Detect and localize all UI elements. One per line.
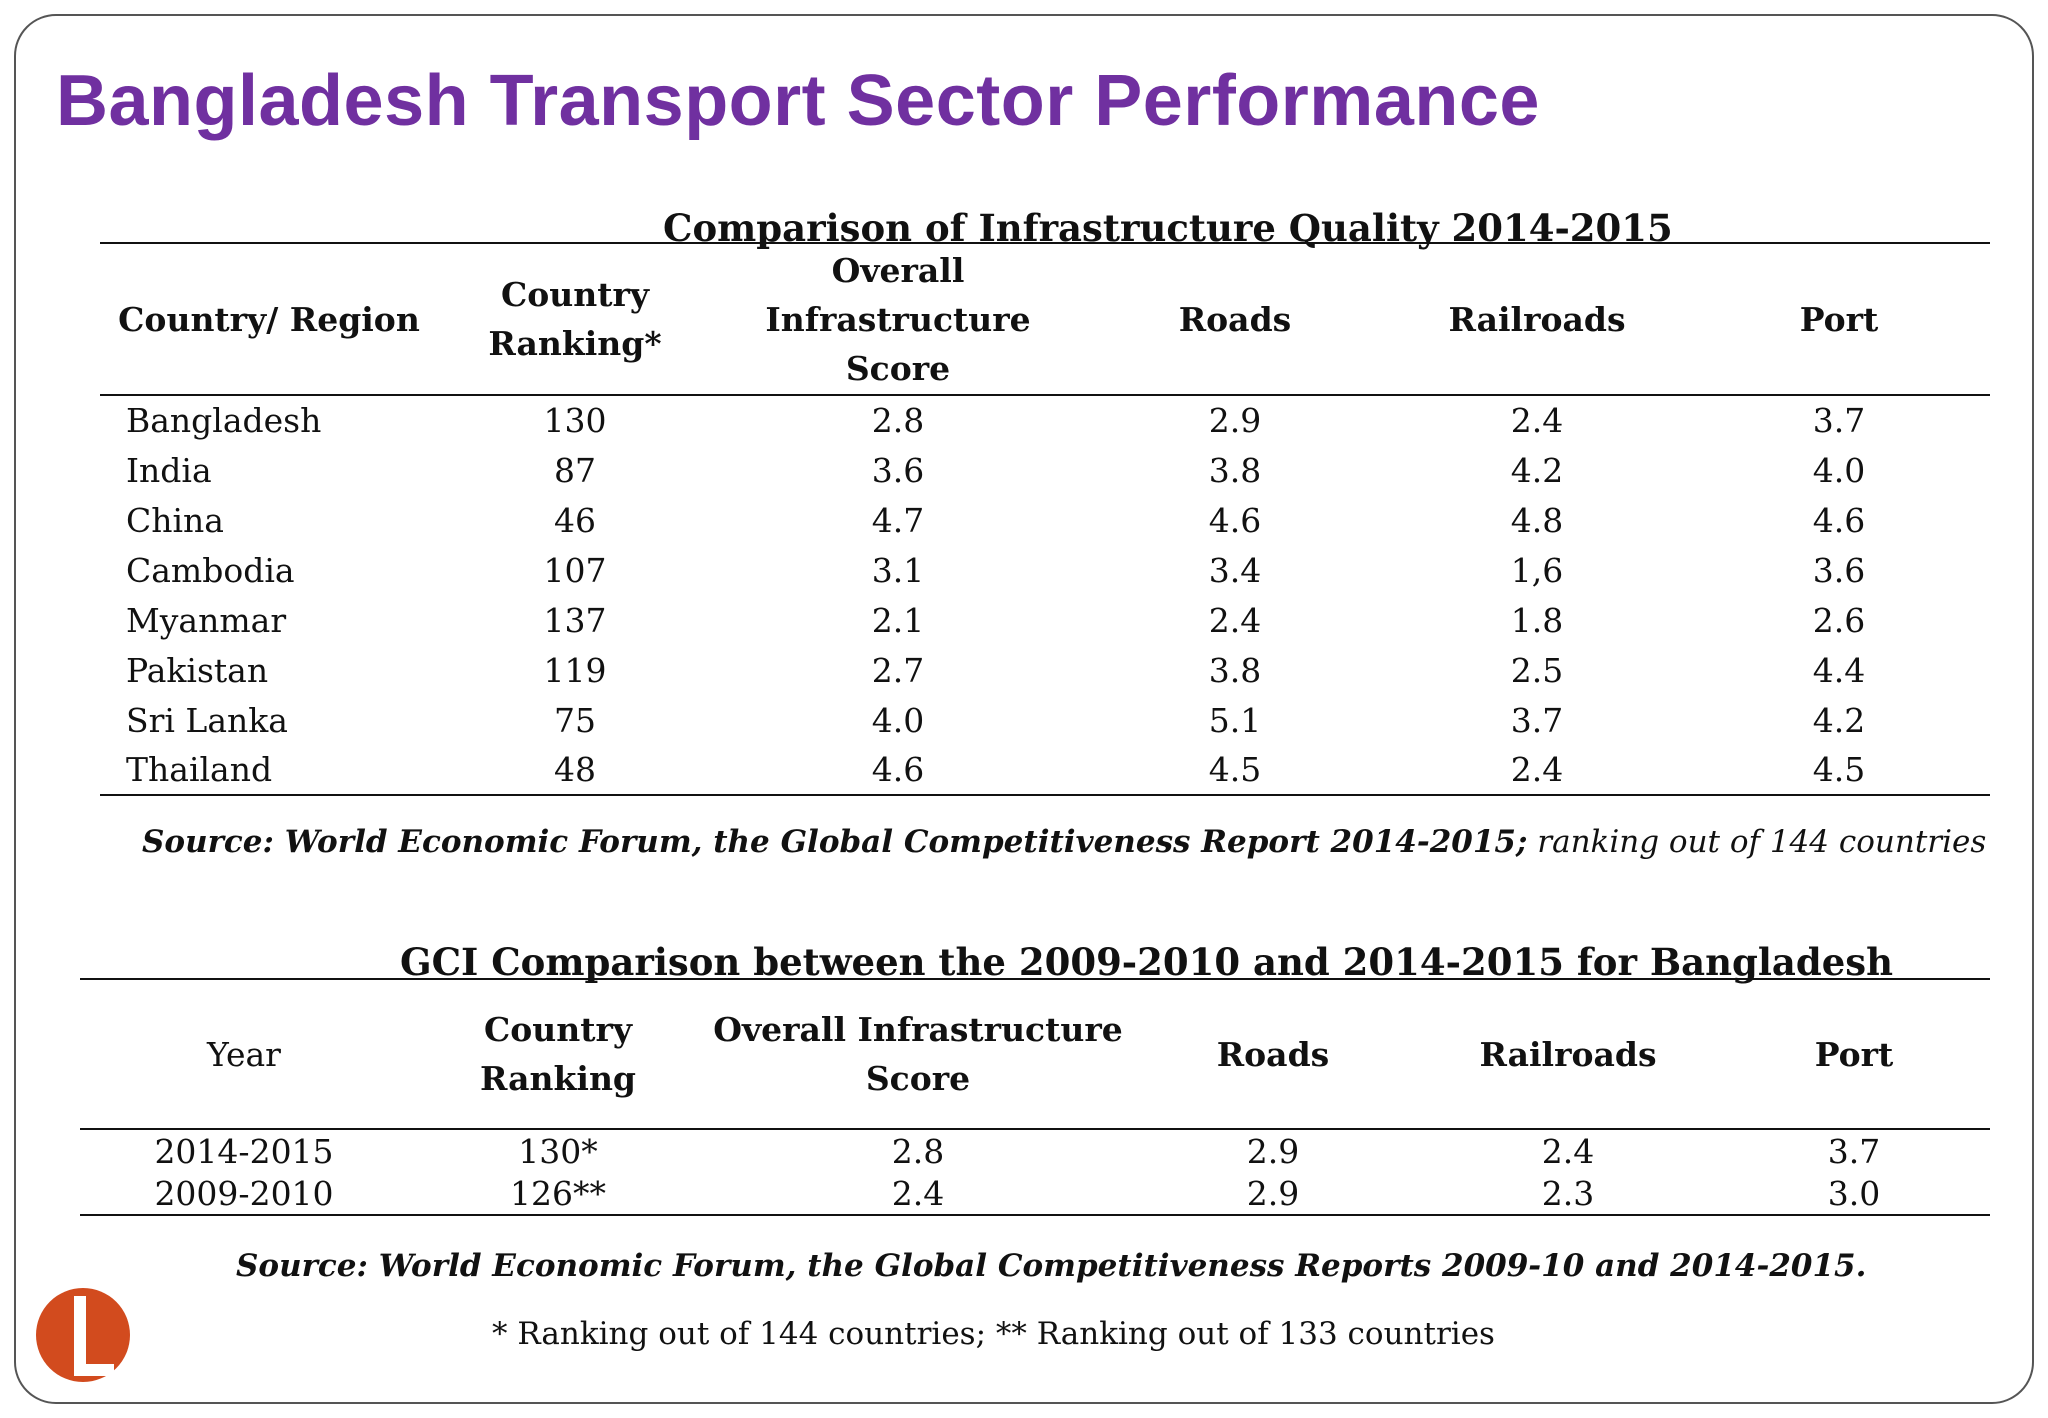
table-cell: 2.9 (1128, 1172, 1418, 1216)
table-cell: 2.3 (1418, 1172, 1718, 1216)
table-cell: 3.7 (1812, 401, 1866, 440)
header-roads: Roads (1128, 978, 1418, 1130)
table-cell: Thailand (100, 745, 438, 796)
table-cell: 3.6 (871, 450, 925, 490)
table-cell: 130 (543, 401, 607, 440)
header-roads: Roads (1084, 242, 1386, 396)
table-cell: 2.4 (1541, 1131, 1595, 1171)
table-row: 2014-2015 130* 2.8 2.9 2.4 3.7 (80, 1129, 1990, 1172)
table-row: Bangladesh 130 2.8 2.9 2.4 3.7 (100, 395, 1990, 445)
slide: Bangladesh Transport Sector Performance … (14, 14, 2034, 1404)
header-port: Port (1718, 978, 1990, 1130)
table-cell: 2.6 (1812, 600, 1866, 640)
header-railroads: Railroads (1418, 978, 1718, 1130)
header-overall-score: Overall Infrastructure Score (708, 978, 1128, 1130)
table-cell: 4.5 (1084, 745, 1386, 796)
page-title: Bangladesh Transport Sector Performance (56, 61, 1540, 141)
table-row: Pakistan 119 2.7 3.8 2.5 4.4 (100, 645, 1990, 695)
table-cell: 2.4 (708, 1172, 1128, 1216)
table-cell: 2014-2015 (154, 1131, 334, 1171)
table-cell: 4.7 (871, 500, 925, 540)
table-cell: 119 (543, 650, 607, 690)
table-cell: 46 (554, 500, 596, 540)
table-cell: 137 (543, 600, 607, 640)
table-cell: 2.1 (871, 600, 925, 640)
table-cell: Myanmar (126, 600, 287, 640)
table-cell: 2.9 (1208, 401, 1262, 440)
gci-comparison-table: Year Country Ranking Overall Infrastruct… (80, 978, 1990, 1216)
table-cell: 2.7 (871, 650, 925, 690)
table-cell: 3.7 (1510, 700, 1564, 740)
header-port: Port (1688, 242, 1990, 396)
table2-caption: GCI Comparison between the 2009-2010 and… (400, 940, 1894, 984)
table-row: Cambodia 107 3.1 3.4 1,6 3.6 (100, 545, 1990, 595)
table-row: India 87 3.6 3.8 4.2 4.0 (100, 445, 1990, 495)
table-cell: 4.4 (1812, 650, 1866, 690)
table-header-row: Year Country Ranking Overall Infrastruct… (80, 978, 1990, 1130)
table-cell: 2.5 (1510, 650, 1564, 690)
header-country-region: Country/ Region (100, 242, 438, 396)
table-cell: 4.2 (1812, 700, 1866, 740)
table-header-row: Country/ Region Country Ranking* Overall… (100, 242, 1990, 396)
table-cell: 4.6 (712, 745, 1084, 796)
table-row: Thailand 48 4.6 4.5 2.4 4.5 (100, 745, 1990, 796)
table-cell: 1,6 (1510, 550, 1564, 590)
table-cell: 1.8 (1510, 600, 1564, 640)
table-cell: 2.4 (1208, 600, 1262, 640)
header-country-ranking: Country Ranking* (438, 242, 712, 396)
table-cell: 5.1 (1208, 700, 1262, 740)
table-cell: India (126, 450, 212, 490)
table-cell: Cambodia (126, 550, 295, 590)
table-cell: 48 (438, 745, 712, 796)
table1-source-main: Source: World Economic Forum, the Global… (142, 824, 1528, 860)
orange-circle-icon (36, 1288, 130, 1382)
table-row: 2009-2010 126** 2.4 2.9 2.3 3.0 (80, 1172, 1990, 1216)
table-cell: 107 (543, 550, 607, 590)
table-cell: 3.8 (1208, 450, 1262, 490)
table-cell: Pakistan (126, 650, 269, 690)
table-cell: China (126, 500, 224, 540)
table-cell: 126** (408, 1172, 708, 1216)
table-cell: 2.8 (871, 401, 925, 440)
header-railroads: Railroads (1386, 242, 1688, 396)
table-cell: 2.4 (1510, 401, 1564, 440)
table-cell: 4.5 (1688, 745, 1990, 796)
table-row: Myanmar 137 2.1 2.4 1.8 2.6 (100, 595, 1990, 645)
table-cell: 4.2 (1510, 450, 1564, 490)
table-cell: 3.0 (1718, 1172, 1990, 1216)
table-row: China 46 4.7 4.6 4.8 4.6 (100, 495, 1990, 545)
table-cell: 3.7 (1827, 1131, 1881, 1171)
table-cell: 4.0 (1812, 450, 1866, 490)
table-cell: Sri Lanka (126, 700, 288, 740)
table2-source-text: Source: World Economic Forum, the Global… (236, 1248, 1867, 1284)
header-year: Year (80, 978, 408, 1130)
table-cell: 2.4 (1386, 745, 1688, 796)
table2-source: Source: World Economic Forum, the Global… (236, 1248, 1866, 1284)
table-row: Sri Lanka 75 4.0 5.1 3.7 4.2 (100, 695, 1990, 745)
table-cell: 2009-2010 (80, 1172, 408, 1216)
table-cell: 4.6 (1812, 500, 1866, 540)
table-cell: 3.1 (871, 550, 925, 590)
table-cell: Bangladesh (126, 401, 322, 440)
table-cell: 75 (554, 700, 596, 740)
table1-source-suffix: ranking out of 144 countries (1527, 824, 1987, 860)
header-country-ranking: Country Ranking (408, 978, 708, 1130)
infrastructure-comparison-table: Country/ Region Country Ranking* Overall… (100, 242, 1990, 796)
table1-source: Source: World Economic Forum, the Global… (142, 824, 1986, 860)
header-overall-score: Overall Infrastructure Score (712, 242, 1084, 396)
table-cell: 3.6 (1812, 550, 1866, 590)
table-cell: 4.0 (871, 700, 925, 740)
table-cell: 2.9 (1246, 1131, 1300, 1171)
table-cell: 3.4 (1208, 550, 1262, 590)
table-cell: 130* (518, 1131, 598, 1171)
table-cell: 3.8 (1208, 650, 1262, 690)
table-cell: 4.6 (1208, 500, 1262, 540)
table-cell: 2.8 (891, 1131, 945, 1171)
table-cell: 4.8 (1510, 500, 1564, 540)
table-cell: 87 (554, 450, 596, 490)
table2-footnote: * Ranking out of 144 countries; ** Ranki… (492, 1316, 1495, 1352)
